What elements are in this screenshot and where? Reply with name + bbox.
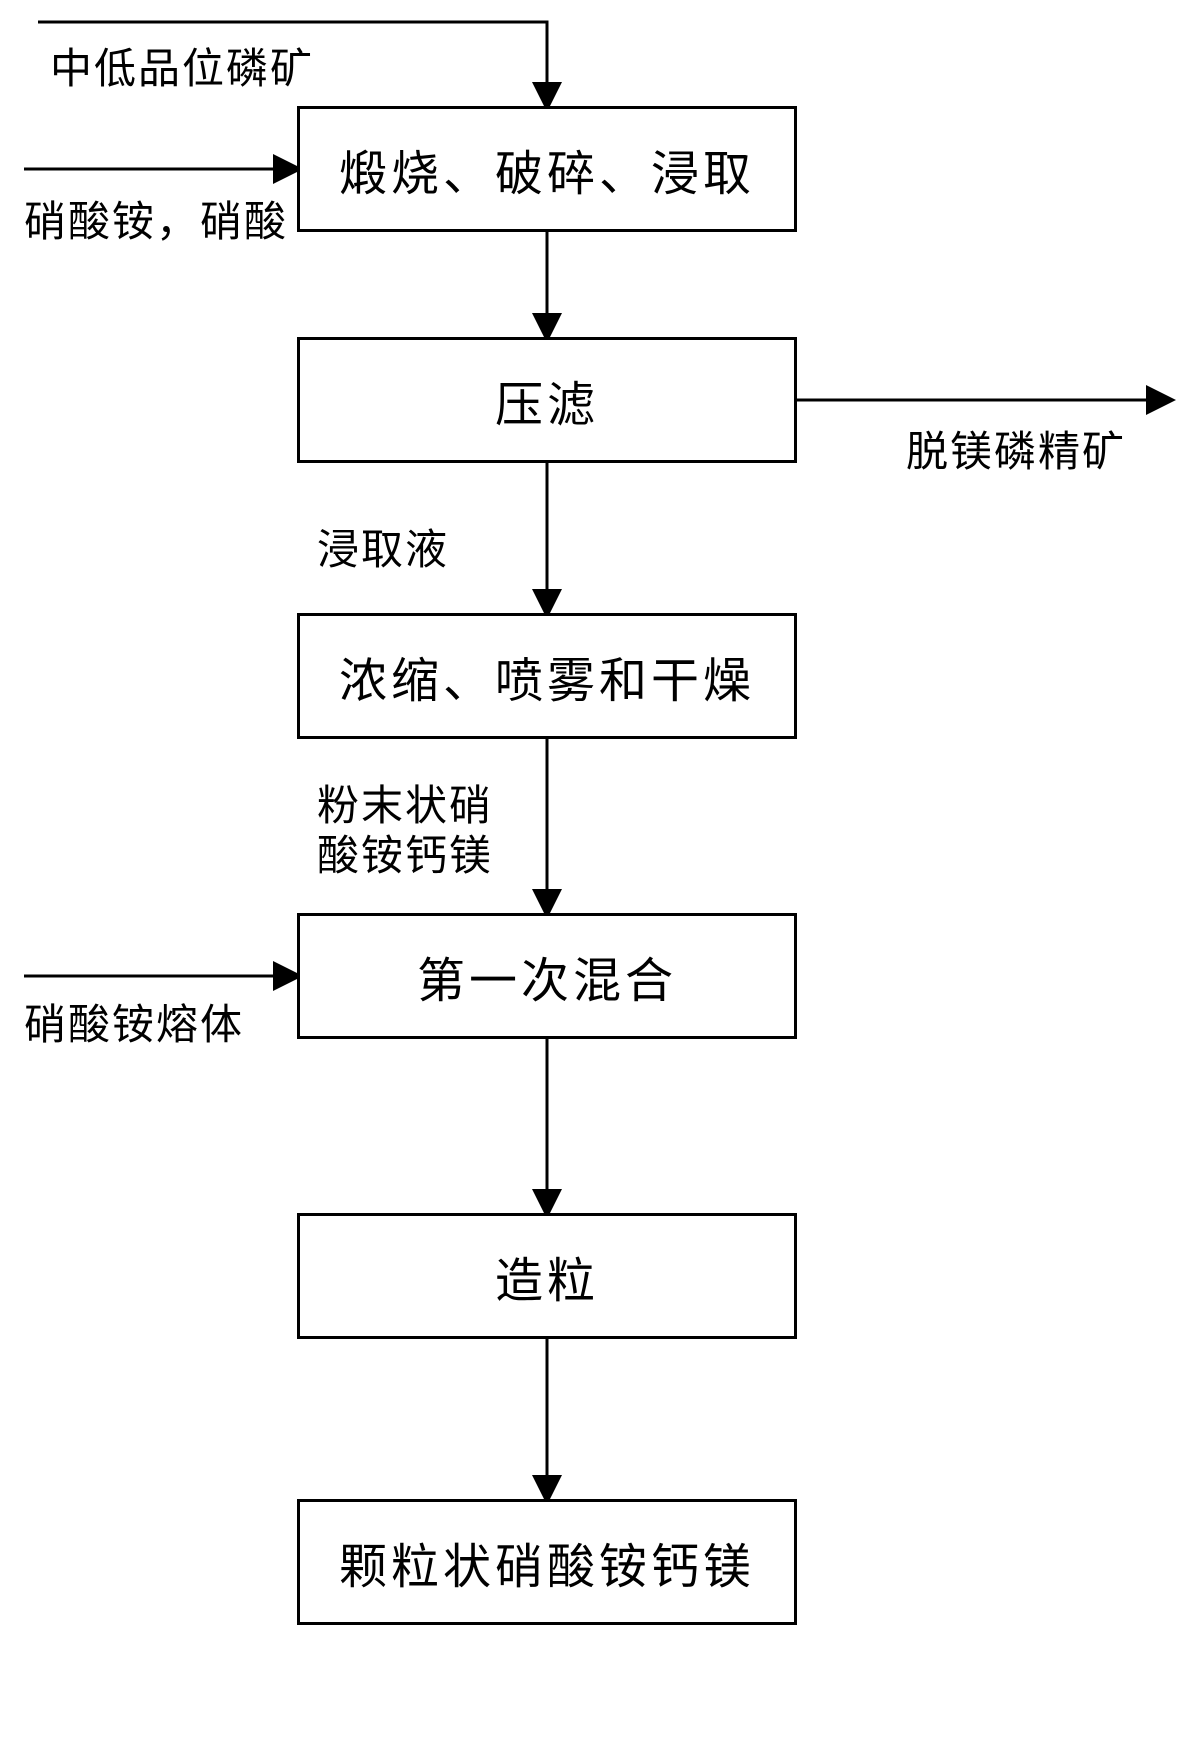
label-input1: 中低品位磷矿 <box>50 35 314 96</box>
step5-text: 造粒 <box>495 1241 599 1311</box>
arrows-layer <box>0 0 1198 1743</box>
step2-box: 压滤 <box>297 337 797 463</box>
label-input2-text: 硝酸铵，硝酸 <box>24 200 288 246</box>
label-mid1: 浸取液 <box>317 516 449 577</box>
step3-text: 浓缩、喷雾和干燥 <box>339 641 755 711</box>
label-mid2b-text: 酸铵钙镁 <box>317 834 493 880</box>
step6-box: 颗粒状硝酸铵钙镁 <box>297 1499 797 1625</box>
label-output1: 脱镁磷精矿 <box>906 418 1126 479</box>
label-input1-text: 中低品位磷矿 <box>50 47 314 93</box>
step4-text: 第一次混合 <box>417 941 677 1011</box>
step4-box: 第一次混合 <box>297 913 797 1039</box>
label-output1-text: 脱镁磷精矿 <box>906 430 1126 476</box>
label-input2: 硝酸铵，硝酸 <box>24 188 288 249</box>
step1-text: 煅烧、破碎、浸取 <box>339 134 755 204</box>
step5-box: 造粒 <box>297 1213 797 1339</box>
flowchart-container: 煅烧、破碎、浸取 压滤 浓缩、喷雾和干燥 第一次混合 造粒 颗粒状硝酸铵钙镁 中… <box>0 0 1198 1743</box>
step6-text: 颗粒状硝酸铵钙镁 <box>339 1527 755 1597</box>
label-mid2b: 酸铵钙镁 <box>317 822 493 883</box>
label-input3: 硝酸铵熔体 <box>24 991 244 1052</box>
step2-text: 压滤 <box>495 365 599 435</box>
label-mid1-text: 浸取液 <box>317 528 449 574</box>
step3-box: 浓缩、喷雾和干燥 <box>297 613 797 739</box>
step1-box: 煅烧、破碎、浸取 <box>297 106 797 232</box>
label-input3-text: 硝酸铵熔体 <box>24 1003 244 1049</box>
